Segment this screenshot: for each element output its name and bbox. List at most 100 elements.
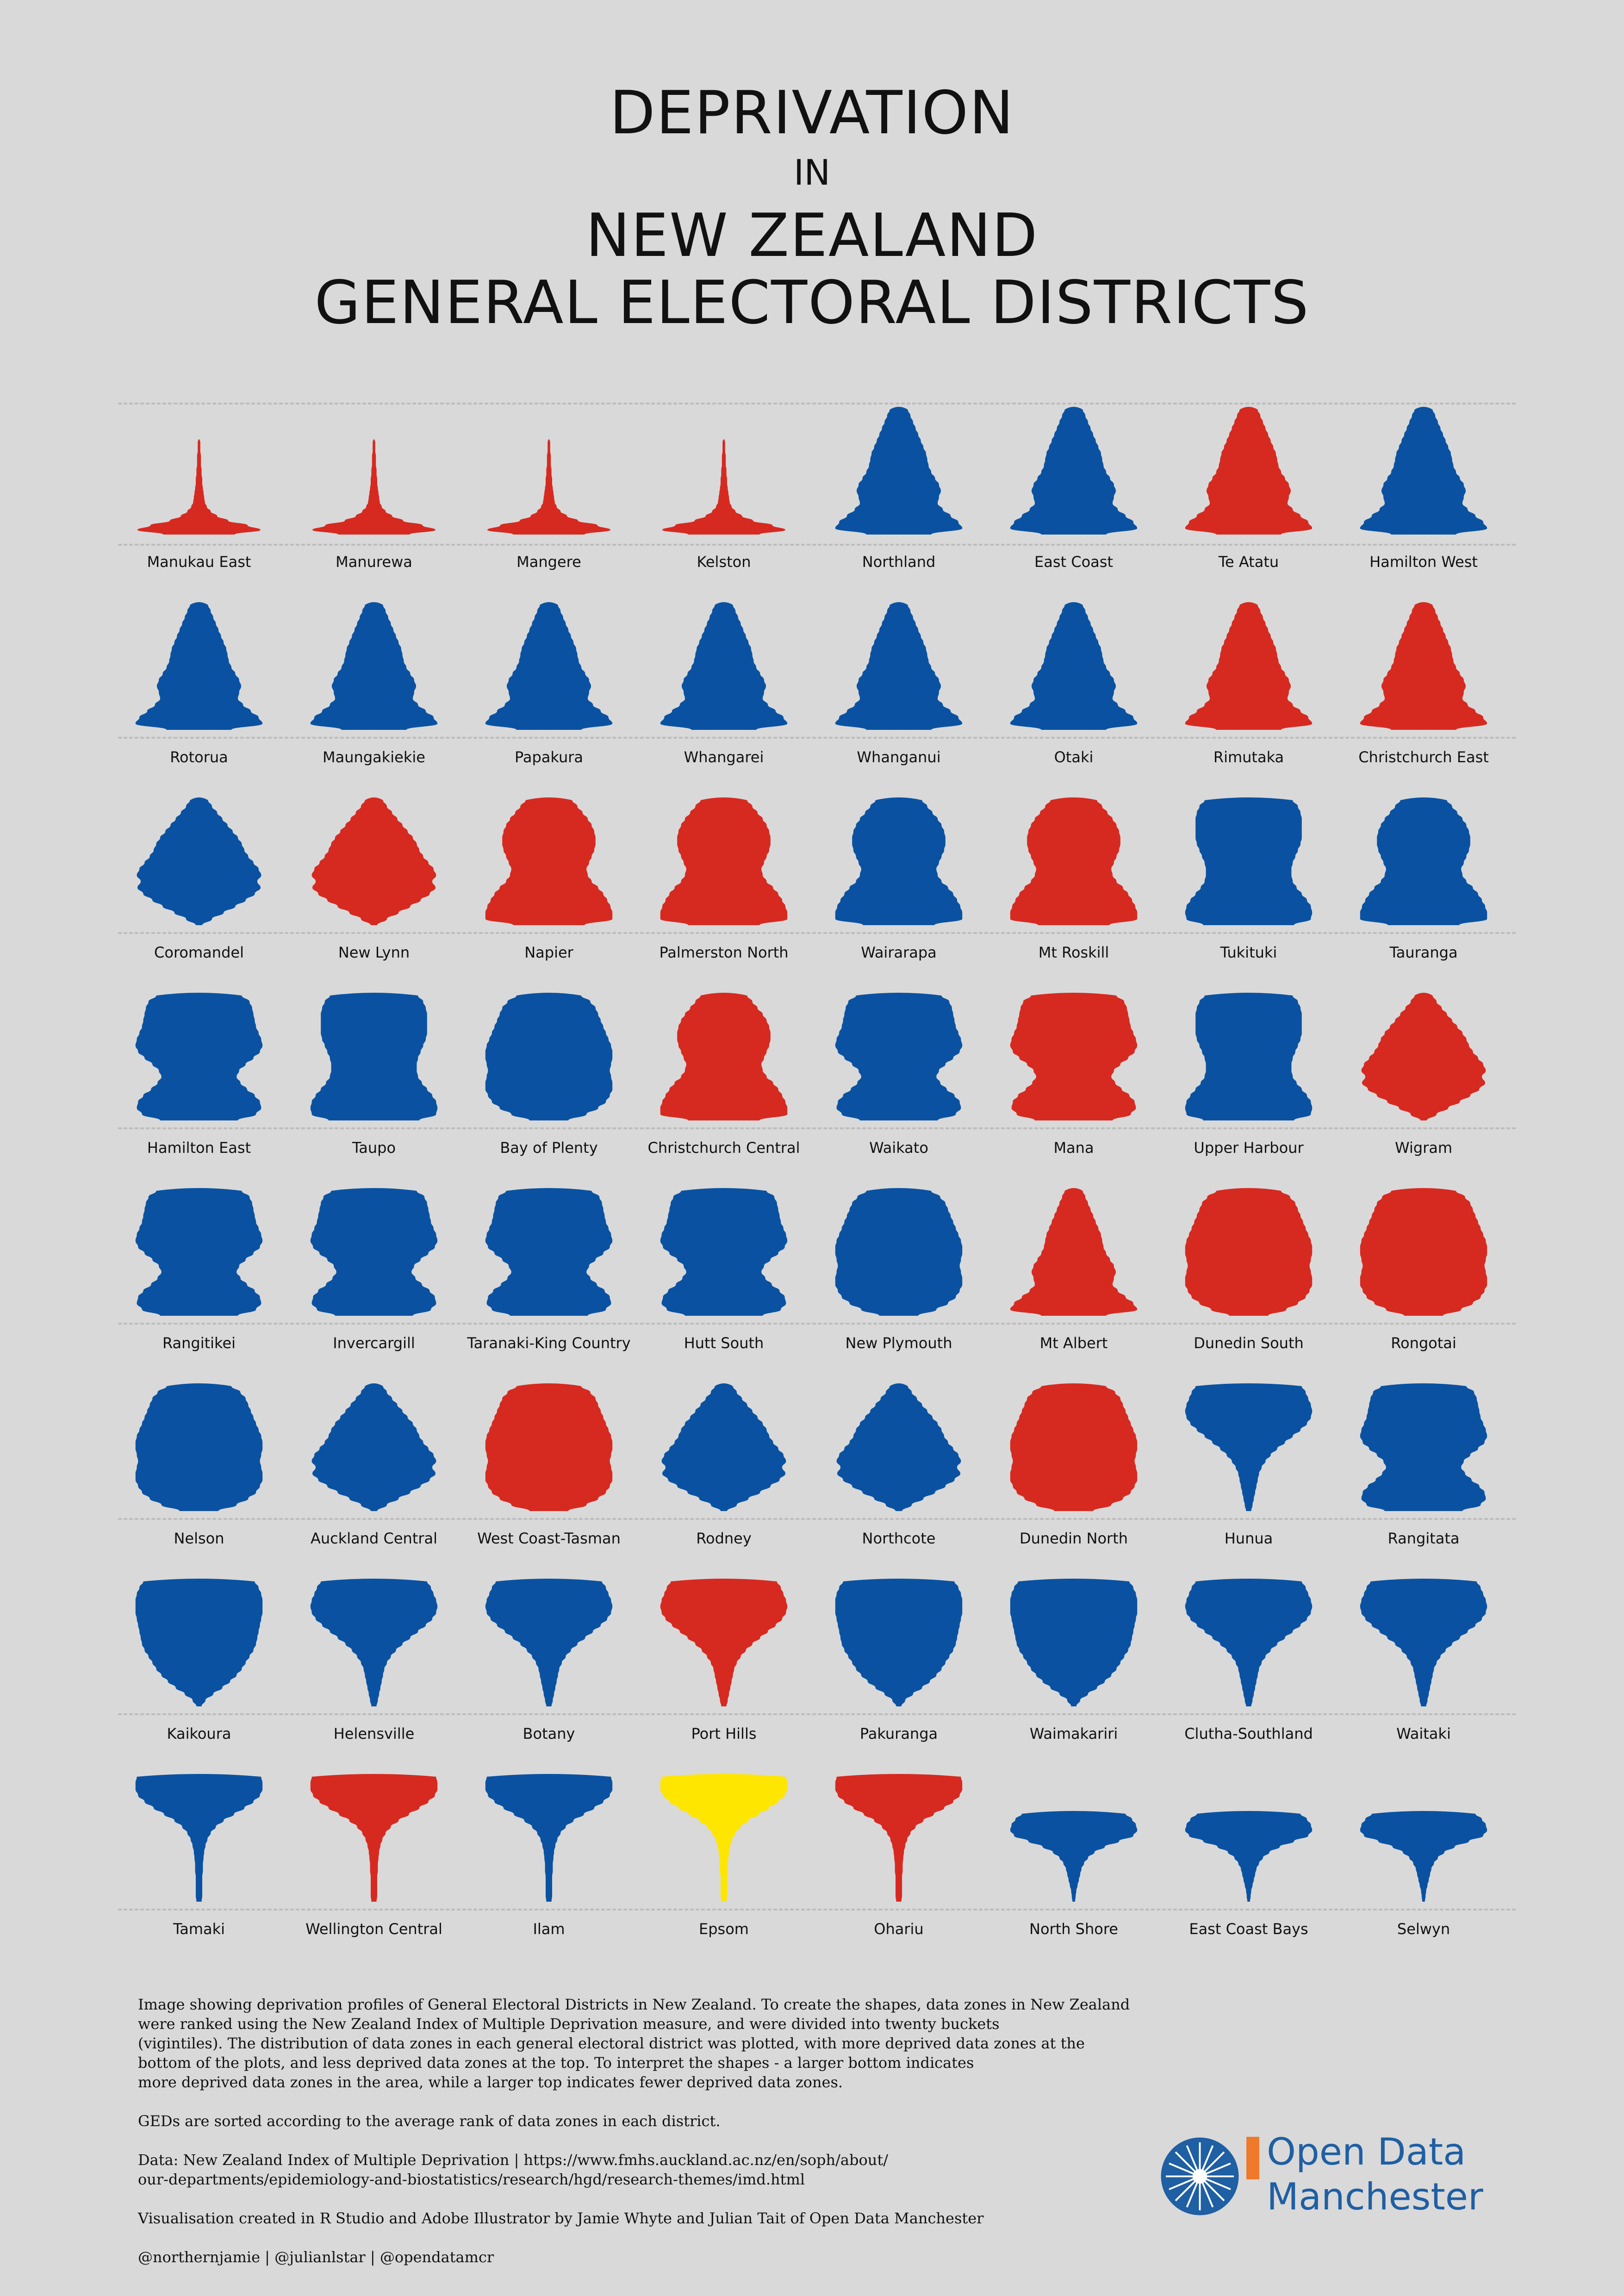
- district-cell: Dunedin North: [986, 1381, 1162, 1576]
- district-shape: [135, 1188, 263, 1316]
- district-profile-shape: [1185, 1383, 1313, 1511]
- district-label: Christchurch Central: [647, 1139, 800, 1157]
- title-line-4: GENERAL ELECTORAL DISTRICTS: [314, 268, 1310, 337]
- district-label: Otaki: [1054, 748, 1094, 766]
- district-profile-shape: [1185, 407, 1313, 535]
- district-profile-shape: [1360, 1579, 1487, 1706]
- district-shape: [485, 602, 613, 730]
- district-cell: Waitaki: [1336, 1577, 1512, 1771]
- row-divider: [118, 737, 1516, 739]
- logo-text-line-2: Manchester: [1267, 2175, 1483, 2218]
- district-profile-shape: [135, 602, 263, 730]
- district-profile-shape: [836, 1383, 961, 1511]
- district-shape: [1010, 1579, 1138, 1706]
- district-profile-shape: [1010, 602, 1138, 730]
- district-cell: Ohariu: [811, 1772, 987, 1966]
- row-divider: [118, 1713, 1516, 1715]
- district-cell: Wairarapa: [811, 796, 987, 990]
- district-profile-shape: [835, 797, 963, 925]
- district-label: East Coast Bays: [1189, 1920, 1308, 1938]
- district-profile-shape: [835, 993, 963, 1120]
- district-profile-shape: [311, 1383, 436, 1511]
- district-cell: East Coast: [986, 405, 1162, 599]
- district-profile-shape: [835, 1579, 963, 1706]
- district-shape: [1010, 1188, 1138, 1316]
- district-cell: Upper Harbour: [1161, 991, 1337, 1185]
- district-cell: Palmerston North: [636, 796, 812, 990]
- district-label: Nelson: [174, 1530, 224, 1547]
- district-label: Tamaki: [173, 1920, 225, 1938]
- district-label: Hamilton East: [147, 1139, 251, 1157]
- district-label: Whanganui: [857, 748, 941, 766]
- district-profile-shape: [485, 993, 613, 1120]
- district-label: Ilam: [533, 1920, 565, 1938]
- district-shape: [1185, 602, 1313, 730]
- district-label: Coromandel: [154, 944, 244, 961]
- district-shape: [835, 407, 963, 535]
- district-profile-shape: [310, 993, 438, 1120]
- district-label: Rodney: [696, 1530, 752, 1547]
- district-cell: Otaki: [986, 600, 1162, 795]
- district-cell: Rotorua: [111, 600, 287, 795]
- district-profile-shape: [660, 797, 788, 925]
- district-profile-shape: [1361, 993, 1486, 1120]
- district-shape: [310, 602, 438, 730]
- district-label: Rongotai: [1391, 1334, 1456, 1352]
- district-label: Palmerston North: [659, 944, 789, 961]
- district-label: Ohariu: [874, 1920, 924, 1938]
- district-label: Mana: [1053, 1139, 1094, 1157]
- district-shape: [660, 1579, 788, 1706]
- district-profile-shape: [660, 1774, 788, 1902]
- district-label: East Coast: [1034, 553, 1113, 571]
- district-shape: [835, 797, 963, 925]
- district-cell: Rongotai: [1336, 1186, 1512, 1381]
- district-cell: Epsom: [636, 1772, 812, 1966]
- district-profile-shape: [1360, 1811, 1487, 1902]
- district-label: Wigram: [1394, 1139, 1453, 1157]
- district-shape: [1360, 1811, 1487, 1902]
- district-cell: New Plymouth: [811, 1186, 987, 1381]
- district-label: Te Atatu: [1218, 553, 1279, 571]
- district-label: Maungakiekie: [323, 748, 425, 766]
- description-credits: Visualisation created in R Studio and Ad…: [138, 2209, 984, 2227]
- district-label: New Plymouth: [845, 1334, 952, 1352]
- district-profile-shape: [485, 1383, 613, 1511]
- district-cell: Kaikoura: [111, 1577, 287, 1771]
- district-profile-shape: [485, 1774, 613, 1902]
- district-profile-shape: [1185, 797, 1313, 925]
- district-cell: Mana: [986, 991, 1162, 1185]
- district-cell: Nelson: [111, 1381, 287, 1576]
- district-shape: [1185, 797, 1313, 925]
- district-profile-shape: [1185, 602, 1313, 730]
- district-profile-shape: [1010, 1811, 1138, 1902]
- district-profile-shape: [1010, 1188, 1138, 1316]
- district-cell: Port Hills: [636, 1577, 812, 1771]
- district-cell: Rodney: [636, 1381, 812, 1576]
- district-shape: [1010, 407, 1138, 535]
- district-cell: Manurewa: [286, 405, 462, 599]
- description-method: Image showing deprivation profiles of Ge…: [138, 1996, 1130, 2091]
- district-cell: Selwyn: [1336, 1772, 1512, 1966]
- district-cell: Northland: [811, 405, 987, 599]
- district-cell: Hamilton East: [111, 991, 287, 1185]
- district-profile-shape: [135, 993, 263, 1120]
- district-cell: Te Atatu: [1161, 405, 1337, 599]
- district-shape: [310, 1188, 438, 1316]
- district-shape: [1360, 1579, 1487, 1706]
- district-shape: [310, 1579, 438, 1706]
- district-label: Bay of Plenty: [500, 1139, 598, 1157]
- district-label: Wellington Central: [305, 1920, 442, 1938]
- district-profile-shape: [485, 602, 613, 730]
- district-label: Kelston: [697, 553, 751, 571]
- description-handles: @northernjamie | @julianlstar | @opendat…: [138, 2248, 494, 2266]
- district-profile-shape: [1185, 1579, 1313, 1706]
- district-label: Rangitata: [1388, 1530, 1460, 1547]
- district-cell: Mt Roskill: [986, 796, 1162, 990]
- district-cell: Bay of Plenty: [461, 991, 637, 1185]
- starburst-logo-icon: [1161, 2137, 1239, 2215]
- district-profile-shape: [1185, 1188, 1313, 1316]
- district-cell: Clutha-Southland: [1161, 1577, 1337, 1771]
- district-cell: Waimakariri: [986, 1577, 1162, 1771]
- title-line-3: NEW ZEALAND: [585, 201, 1039, 270]
- district-cell: Rangitikei: [111, 1186, 287, 1381]
